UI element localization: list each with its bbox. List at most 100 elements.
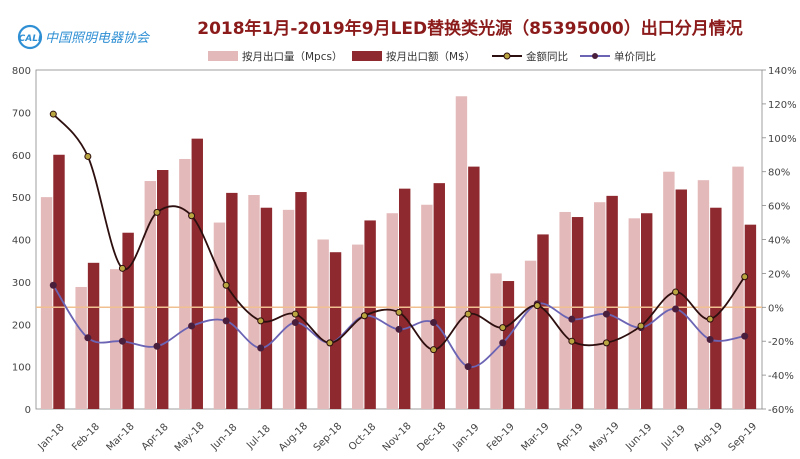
amount-yoy-point bbox=[741, 273, 749, 281]
price-yoy-point bbox=[291, 319, 299, 327]
left-axis-tick-label: 700 bbox=[12, 108, 31, 119]
amount-yoy-point bbox=[188, 212, 196, 220]
right-axis-tick-label: 140% bbox=[768, 66, 797, 77]
volume-bar bbox=[352, 244, 364, 409]
amount-bar bbox=[399, 188, 411, 409]
amount-bar bbox=[744, 224, 757, 409]
price-yoy-point bbox=[741, 332, 749, 340]
amount-yoy-point bbox=[637, 322, 645, 330]
volume-bar bbox=[559, 211, 571, 409]
amount-yoy-point bbox=[326, 339, 334, 347]
volume-bar bbox=[628, 218, 640, 409]
price-yoy-point bbox=[84, 334, 92, 342]
legend-label-volume: 按月出口量（Mpcs） bbox=[242, 50, 342, 63]
amount-bar bbox=[502, 281, 515, 409]
amount-yoy-point bbox=[395, 308, 403, 316]
logo-org-name: 中国照明电器协会 bbox=[45, 31, 151, 46]
x-axis-tick-label: Jun-18 bbox=[208, 422, 239, 453]
amount-bar bbox=[122, 232, 134, 409]
left-axis-tick-label: 800 bbox=[12, 66, 31, 77]
legend: 按月出口量（Mpcs） 按月出口额（M$） 金额同比 单价同比 bbox=[208, 50, 656, 63]
right-axis-tick-label: -20% bbox=[768, 337, 794, 348]
x-axis-tick-label: Mar-18 bbox=[105, 421, 137, 453]
amount-yoy-point bbox=[257, 317, 265, 325]
x-axis-tick-label: Jan-18 bbox=[36, 422, 67, 453]
amount-yoy-point bbox=[430, 346, 438, 354]
amount-yoy-point bbox=[360, 312, 368, 320]
volume-bar bbox=[594, 202, 606, 409]
right-axis-tick-label: -60% bbox=[768, 405, 794, 416]
price-yoy-point bbox=[706, 336, 714, 344]
price-yoy-point bbox=[222, 317, 230, 325]
volume-bar bbox=[75, 286, 87, 409]
volume-bar bbox=[282, 209, 295, 409]
left-axis-tick-label: 0 bbox=[25, 405, 31, 416]
x-axis-tick-label: Mar-19 bbox=[519, 421, 551, 453]
amount-bar bbox=[571, 217, 584, 409]
volume-bar bbox=[213, 222, 226, 409]
volume-bar bbox=[317, 239, 329, 409]
amount-yoy-point bbox=[499, 324, 507, 332]
left-axis-tick-label: 100 bbox=[12, 363, 31, 374]
amount-bar bbox=[295, 192, 307, 409]
amount-yoy-point bbox=[706, 315, 714, 323]
x-axis-tick-label: Nov-18 bbox=[381, 421, 414, 454]
x-axis-tick-label: Dec-18 bbox=[415, 421, 448, 454]
price-yoy-point bbox=[188, 322, 196, 330]
left-axis-tick-label: 600 bbox=[12, 151, 31, 162]
amount-bar bbox=[641, 213, 653, 409]
amount-yoy-point bbox=[602, 339, 610, 347]
price-yoy-point bbox=[464, 363, 472, 371]
left-axis-tick-label: 400 bbox=[12, 236, 31, 247]
right-axis-tick-label: 60% bbox=[768, 202, 790, 213]
volume-bar bbox=[455, 96, 468, 410]
x-axis-tick-label: May-18 bbox=[173, 420, 207, 454]
legend-label-amount-yoy: 金额同比 bbox=[526, 50, 568, 63]
volume-bar bbox=[179, 158, 191, 409]
plot-area: 0 100 200 300 400 500 600 700 800 -60% -40% -20% 0% 2… bbox=[12, 66, 797, 454]
x-axis-tick-label: Jul-18 bbox=[244, 423, 273, 452]
price-yoy-point bbox=[118, 337, 126, 345]
price-yoy-point bbox=[602, 310, 610, 318]
legend-swatch-volume bbox=[208, 51, 238, 61]
amount-bar bbox=[710, 207, 722, 409]
amount-bar bbox=[675, 189, 687, 409]
left-axis-tick-label: 200 bbox=[12, 320, 31, 331]
x-axis-tick-label: Aug-19 bbox=[692, 421, 725, 454]
x-axis-tick-label: Feb-18 bbox=[70, 421, 102, 453]
amount-bar bbox=[53, 154, 65, 409]
price-yoy-point bbox=[568, 315, 576, 323]
x-axis-tick-label: Sep-18 bbox=[312, 421, 345, 454]
price-yoy-point bbox=[499, 339, 507, 347]
legend-marker-price-yoy bbox=[592, 53, 598, 59]
price-yoy-point bbox=[153, 342, 161, 350]
x-axis-tick-label: May-19 bbox=[588, 420, 622, 454]
x-axis-tick-label: Aug-18 bbox=[277, 421, 310, 454]
amount-bar bbox=[606, 195, 618, 409]
right-axis-tick-label: 100% bbox=[768, 134, 797, 145]
volume-bar bbox=[248, 195, 260, 409]
legend-label-price-yoy: 单价同比 bbox=[614, 50, 656, 63]
amount-bar bbox=[87, 262, 100, 409]
amount-yoy-point bbox=[153, 208, 161, 216]
right-axis-tick-label: 80% bbox=[768, 168, 790, 179]
legend-swatch-amount bbox=[352, 51, 382, 61]
amount-bar bbox=[226, 192, 238, 409]
left-axis-tick-label: 500 bbox=[12, 193, 31, 204]
amount-yoy-point bbox=[49, 110, 57, 118]
right-axis-tick-label: 40% bbox=[768, 236, 790, 247]
volume-bar bbox=[110, 269, 122, 409]
amount-bar bbox=[191, 138, 203, 409]
x-axis-tick-label: Apr-19 bbox=[555, 422, 586, 453]
chart-title: 2018年1月-2019年9月LED替换类光源（85395000）出口分月情况 bbox=[197, 18, 743, 39]
right-axis-tick-label: 20% bbox=[768, 269, 790, 280]
right-axis-tick-label: 120% bbox=[768, 100, 797, 111]
right-axis-tick-label: 0% bbox=[768, 303, 784, 314]
amount-bar bbox=[433, 183, 445, 409]
x-axis-tick-label: Feb-19 bbox=[485, 421, 517, 453]
x-axis-tick-label: Jan-19 bbox=[451, 422, 482, 453]
price-yoy-point bbox=[49, 281, 57, 289]
amount-bar bbox=[157, 170, 169, 409]
amount-yoy-point bbox=[291, 310, 299, 318]
